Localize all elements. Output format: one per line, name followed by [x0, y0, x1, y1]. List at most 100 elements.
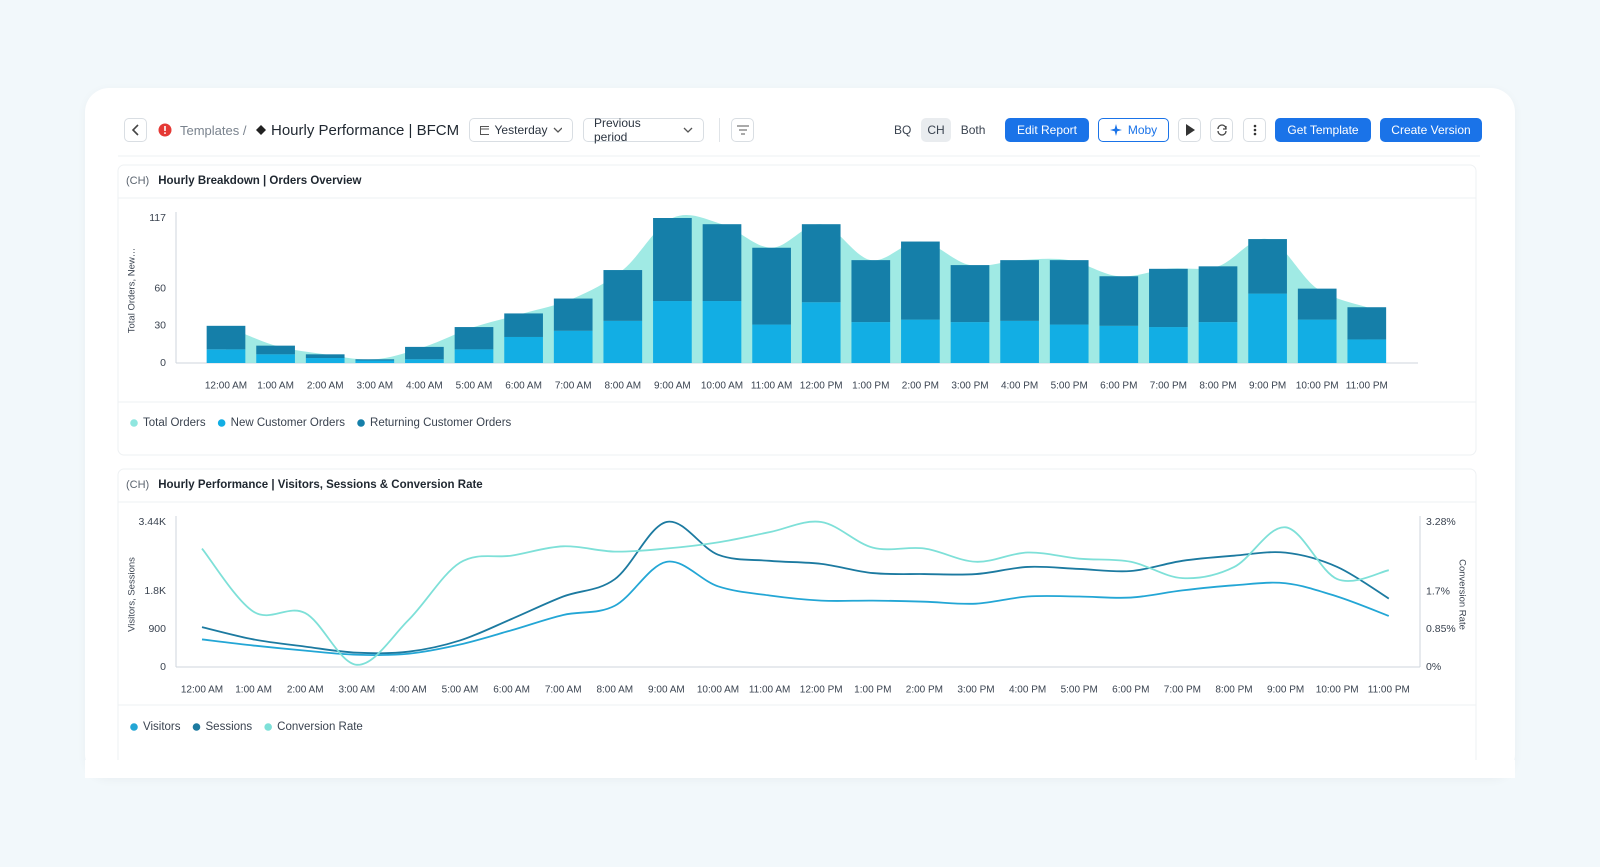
moby-button[interactable]: Moby: [1098, 118, 1169, 142]
breadcrumb[interactable]: Templates /: [180, 122, 247, 138]
bar: [851, 260, 891, 323]
source-option[interactable]: Both: [960, 123, 986, 137]
source-option[interactable]: BQ: [894, 123, 912, 137]
refresh-icon: [1216, 124, 1227, 136]
get-template-button[interactable]: Get Template: [1275, 118, 1371, 142]
bar: [454, 349, 494, 363]
legend-dot: [217, 419, 226, 427]
legend-label: Total Orders: [143, 417, 206, 429]
bar: [901, 241, 940, 320]
source-toggle: BQ CH Both: [888, 118, 991, 142]
x-tick-label: 11:00 PM: [1346, 381, 1388, 392]
chevron: [554, 127, 562, 133]
bar: [305, 358, 345, 363]
y2-tick-label: 1.7%: [1426, 586, 1450, 598]
chevron: [683, 127, 693, 133]
play-icon: [1185, 124, 1195, 136]
y-tick-label: 60: [154, 282, 166, 294]
bar: [256, 354, 295, 363]
bar: [1248, 239, 1287, 294]
alert-glyph: [158, 123, 172, 137]
x-tick-label: 7:00 PM: [1150, 381, 1187, 392]
x-tick-label: 8:00 PM: [1215, 685, 1252, 696]
x-tick-label: 10:00 PM: [1316, 685, 1359, 696]
bar: [206, 349, 246, 363]
x-tick-label: 12:00 PM: [800, 381, 843, 392]
x-tick-label: 9:00 PM: [1267, 685, 1304, 696]
bar: [305, 354, 345, 359]
x-tick-label: 3:00 PM: [957, 685, 994, 696]
bar: [1297, 288, 1337, 320]
card-bottom: [85, 760, 1515, 778]
edit-report-button[interactable]: Edit Report: [1005, 118, 1089, 142]
x-tick-label: 12:00 AM: [181, 685, 223, 696]
legend-label: New Customer Orders: [231, 417, 346, 429]
more-button[interactable]: [1243, 118, 1266, 142]
x-tick-label: 2:00 AM: [287, 685, 324, 696]
x-tick-label: 12:00 PM: [800, 685, 843, 696]
legend-dot: [192, 723, 201, 731]
y-tick-label: 3.44K: [139, 516, 166, 528]
date-dropdown[interactable]: Yesterday: [469, 118, 573, 142]
bar: [1049, 260, 1089, 325]
bar: [1099, 325, 1139, 363]
bar: [603, 320, 643, 363]
comparison-label: Previous period: [594, 116, 641, 144]
legend-dot: [264, 723, 272, 731]
bar: [1297, 319, 1337, 363]
x-tick-label: 1:00 PM: [852, 381, 889, 392]
x-tick-label: 5:00 PM: [1061, 685, 1098, 696]
x-tick-label: 6:00 AM: [493, 685, 530, 696]
x-tick-label: 1:00 PM: [854, 685, 891, 696]
bar: [553, 330, 593, 363]
x-tick-label: 3:00 AM: [338, 685, 375, 696]
bar: [653, 301, 692, 363]
bar: [355, 359, 395, 361]
bar: [256, 345, 295, 355]
x-tick-label: 4:00 AM: [390, 685, 427, 696]
x-tick-label: 9:00 AM: [648, 685, 685, 696]
bar: [752, 324, 791, 363]
bar: [901, 319, 940, 363]
source-tag: (CH): [126, 175, 149, 187]
bar: [1000, 260, 1039, 321]
bar: [653, 218, 692, 302]
diamond-glyph: [256, 125, 266, 135]
y-tick-label: 30: [154, 320, 166, 332]
x-tick-label: 10:00 AM: [701, 381, 743, 392]
panel-title: Hourly Breakdown | Orders Overview: [158, 175, 361, 187]
back-button[interactable]: [124, 118, 147, 142]
x-tick-label: 7:00 AM: [545, 685, 582, 696]
x-tick-label: 11:00 PM: [1368, 685, 1410, 696]
bar: [454, 327, 494, 350]
comparison-dropdown[interactable]: Previous period: [583, 116, 704, 144]
moby-label: Moby: [1127, 123, 1158, 137]
legend-dot: [357, 419, 365, 427]
bar: [405, 359, 444, 363]
x-tick-label: 11:00 AM: [751, 381, 793, 392]
source-tag: (CH): [126, 479, 149, 491]
run-button[interactable]: [1178, 118, 1201, 142]
date-label: Yesterday: [494, 123, 548, 137]
x-tick-label: 8:00 AM: [596, 685, 633, 696]
refresh-button[interactable]: [1210, 118, 1233, 142]
x-tick-label: 10:00 AM: [697, 685, 739, 696]
calendar-icon: [480, 126, 489, 135]
legend-label: Sessions: [206, 721, 253, 733]
create-version-button[interactable]: Create Version: [1380, 118, 1482, 142]
bar: [1000, 320, 1039, 363]
y-tick-label: 900: [148, 623, 166, 635]
x-tick-label: 2:00 PM: [906, 685, 943, 696]
x-tick-label: 7:00 AM: [555, 381, 592, 392]
filter-button[interactable]: [731, 118, 754, 142]
y-axis-label: Visitors, Sessions: [127, 557, 138, 632]
y2-tick-label: 3.28%: [1426, 516, 1456, 528]
bar: [950, 265, 990, 323]
x-tick-label: 11:00 AM: [749, 685, 791, 696]
source-option[interactable]: CH: [921, 118, 951, 142]
bar: [950, 322, 990, 363]
x-tick-label: 4:00 PM: [1009, 685, 1046, 696]
bar: [1347, 307, 1387, 340]
